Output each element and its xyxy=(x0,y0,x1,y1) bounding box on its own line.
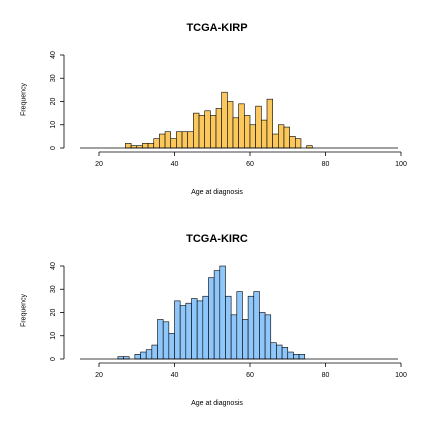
histogram-kirp: 0 10 20 30 40 20 40 60 80 100 xyxy=(50,51,407,168)
x-tick-label: 60 xyxy=(246,372,254,379)
histogram-bar xyxy=(255,105,262,149)
histogram-bar xyxy=(294,138,302,149)
x-tick-label: 100 xyxy=(395,372,407,379)
histogram-bar xyxy=(253,291,260,360)
histogram-bar xyxy=(151,344,158,360)
y-tick-label: 20 xyxy=(50,98,57,106)
histogram-bar xyxy=(168,333,175,360)
histogram-bar xyxy=(287,351,294,360)
y-tick-label: 10 xyxy=(50,332,57,340)
histogram-bar xyxy=(125,143,132,149)
histogram-bar xyxy=(134,354,141,360)
histogram-bar xyxy=(153,138,160,149)
histogram-bar xyxy=(298,354,306,360)
histogram-bar xyxy=(230,314,238,360)
histogram-bar xyxy=(232,117,239,149)
histogram-bar xyxy=(238,103,245,149)
histogram-bar xyxy=(278,124,285,149)
histogram-bar xyxy=(208,277,215,360)
histogram-bar xyxy=(157,319,164,360)
histogram-bar xyxy=(227,101,234,149)
x-tick-label: 80 xyxy=(322,372,330,379)
histogram-bar xyxy=(276,344,283,360)
histogram-bar xyxy=(164,131,172,149)
histogram-bar xyxy=(140,351,147,360)
x-axis-label-kirp: Age at diagnosis xyxy=(191,189,243,196)
x-tick-label: 20 xyxy=(95,161,103,168)
histogram-bar xyxy=(289,136,296,149)
histogram-kirc: 0 10 20 30 40 20 40 60 80 100 xyxy=(50,262,407,379)
histogram-bar xyxy=(196,300,204,360)
histogram-bar xyxy=(213,270,221,360)
panel-title-kirc: TCGA-KIRC xyxy=(186,233,248,245)
y-tick-label: 40 xyxy=(50,262,57,270)
histogram-bar xyxy=(266,98,273,149)
histogram-bar xyxy=(270,342,277,360)
histogram-bar xyxy=(281,347,289,360)
y-tick-label: 0 xyxy=(50,146,57,150)
x-axis-label-kirc: Age at diagnosis xyxy=(191,400,243,407)
y-tick-label: 30 xyxy=(50,285,57,293)
histogram-bar xyxy=(162,321,170,360)
histogram-bar xyxy=(202,295,209,360)
x-tick-label: 40 xyxy=(171,372,179,379)
y-tick-label: 10 xyxy=(50,121,57,129)
figure: TCGA-KIRP Frequency 0 10 20 30 40 20 40 60 80 100… xyxy=(21,22,407,407)
x-tick-label: 80 xyxy=(322,161,330,168)
histogram-bar xyxy=(261,119,268,149)
histogram-bar xyxy=(170,138,177,149)
histogram-bar xyxy=(210,115,217,149)
y-tick-label: 40 xyxy=(50,51,57,59)
histogram-bar xyxy=(225,295,232,360)
histogram-bar xyxy=(187,131,194,149)
histogram-bar xyxy=(242,319,249,360)
x-tick-label: 100 xyxy=(395,161,407,168)
histogram-bar xyxy=(145,349,153,360)
histogram-bar xyxy=(219,265,226,360)
histogram-bar xyxy=(249,124,256,149)
histogram-bar xyxy=(264,314,272,360)
histogram-bar xyxy=(147,143,155,149)
histogram-bar xyxy=(185,302,192,360)
histogram-bar xyxy=(247,295,255,360)
histogram-bar xyxy=(244,115,251,149)
x-tick-label: 60 xyxy=(246,161,254,168)
histogram-bar xyxy=(174,300,181,360)
histogram-bar xyxy=(191,298,198,360)
y-tick-label: 30 xyxy=(50,74,57,82)
histogram-bar xyxy=(142,143,149,149)
y-tick-label: 20 xyxy=(50,309,57,317)
histogram-bar xyxy=(259,312,266,360)
histogram-bar xyxy=(215,108,222,149)
histogram-bar xyxy=(193,112,200,149)
histogram-bar xyxy=(181,131,189,149)
x-tick-label: 40 xyxy=(171,161,179,168)
histogram-bar xyxy=(204,110,211,149)
histogram-bar xyxy=(176,131,183,149)
y-tick-label: 0 xyxy=(50,357,57,361)
histogram-bar xyxy=(283,126,290,149)
histogram-bar xyxy=(221,91,228,149)
panel-title-kirp: TCGA-KIRP xyxy=(186,22,248,34)
histogram-bar xyxy=(236,291,243,360)
histogram-bar xyxy=(198,115,205,149)
histogram-bar xyxy=(159,133,166,149)
histogram-bar xyxy=(179,305,187,360)
histogram-bar xyxy=(272,133,279,149)
x-tick-label: 20 xyxy=(95,372,103,379)
histogram-bar xyxy=(293,354,300,360)
